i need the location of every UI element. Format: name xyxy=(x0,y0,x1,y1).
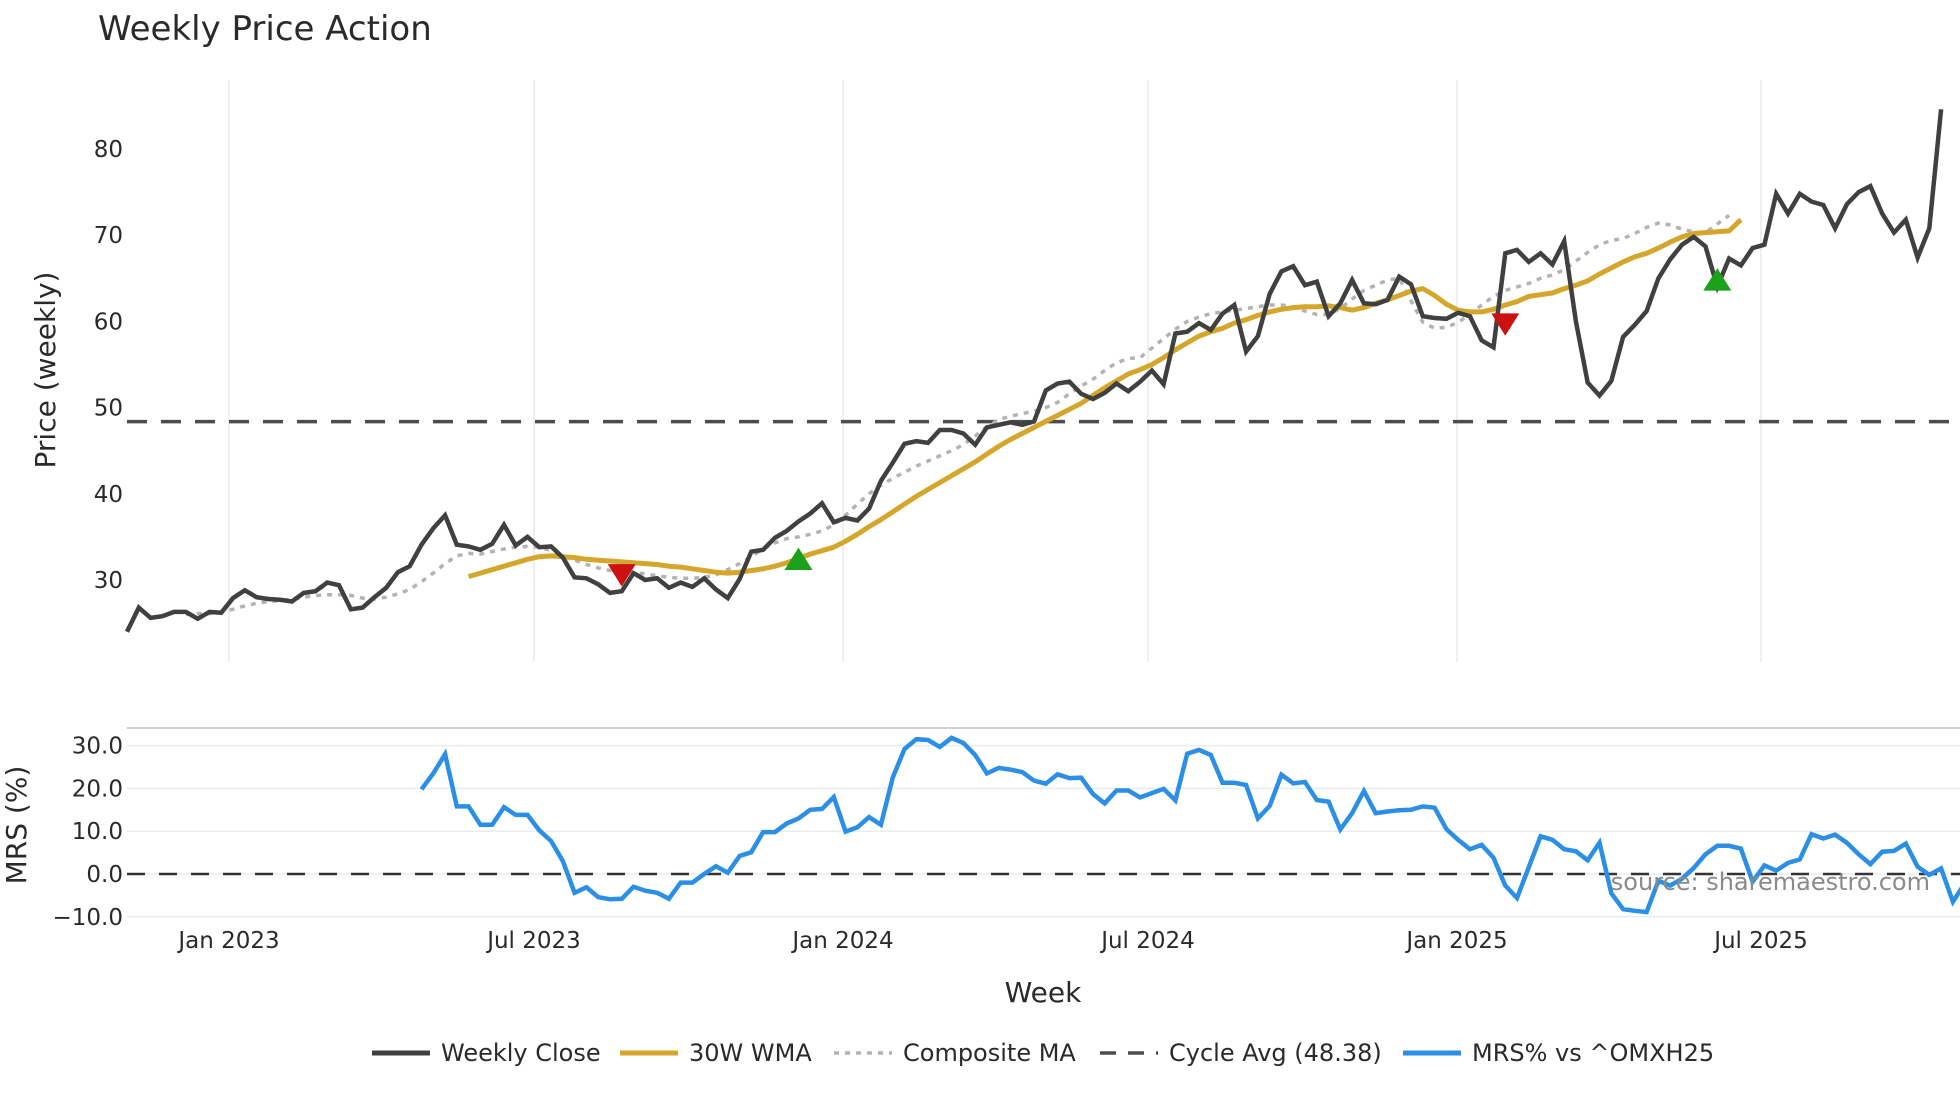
buy-signal-triangle-up-icon xyxy=(784,547,813,570)
y-tick-label: 10.0 xyxy=(72,819,123,845)
legend-label: Weekly Close xyxy=(441,1039,601,1067)
legend-label: 30W WMA xyxy=(689,1039,812,1067)
legend-label: Cycle Avg (48.38) xyxy=(1169,1039,1382,1067)
price-y-axis-title: Price (weekly) xyxy=(29,272,62,469)
x-axis-ticks: Jan 2023 Jul 2023 Jan 2024 Jul 2024 Jan 2025… xyxy=(176,928,1807,954)
legend-label: Composite MA xyxy=(903,1039,1076,1067)
y-tick-label: 70 xyxy=(94,223,123,249)
x-tick-label: Jul 2025 xyxy=(1712,928,1808,954)
x-tick-label: Jul 2024 xyxy=(1099,928,1195,954)
chart-title: Weekly Price Action xyxy=(98,9,432,49)
legend-label: MRS% vs ^OMXH25 xyxy=(1472,1039,1714,1067)
price-panel: 30 40 50 60 70 80 Price (weekly) xyxy=(29,80,1960,662)
y-tick-label: 30.0 xyxy=(72,734,123,760)
mrs-y-axis-title: MRS (%) xyxy=(0,766,33,885)
source-watermark: source: sharemaestro.com xyxy=(1611,868,1930,896)
y-tick-label: 80 xyxy=(94,137,123,163)
x-tick-label: Jan 2025 xyxy=(1404,928,1507,954)
y-tick-label: 50 xyxy=(94,396,123,422)
mrs-y-ticks: −10.0 0.0 10.0 20.0 30.0 xyxy=(53,734,123,931)
wma-30w-line xyxy=(467,217,1743,579)
sell-signal-triangle-down-icon xyxy=(1491,313,1520,336)
price-y-ticks: 30 40 50 60 70 80 xyxy=(94,137,123,594)
y-tick-label: 30 xyxy=(94,568,123,594)
price-vertical-gridlines xyxy=(228,80,1762,662)
y-tick-label: 0.0 xyxy=(86,862,123,888)
y-tick-label: 40 xyxy=(94,482,123,508)
y-tick-label: −10.0 xyxy=(53,905,123,931)
legend: Weekly Close 30W WMA Composite MA Cycle Avg… xyxy=(372,1039,1714,1067)
sell-signal-triangle-down-icon xyxy=(607,564,636,587)
buy-signal-triangle-up-icon xyxy=(1703,268,1732,291)
y-tick-label: 60 xyxy=(94,309,123,335)
mrs-line xyxy=(419,735,1960,915)
mrs-panel: −10.0 0.0 10.0 20.0 30.0 MRS (%) source: sha… xyxy=(0,727,1960,954)
signal-markers xyxy=(607,268,1732,587)
x-axis-title: Week xyxy=(1005,976,1082,1009)
x-tick-label: Jan 2023 xyxy=(176,928,279,954)
x-tick-label: Jan 2024 xyxy=(790,928,893,954)
weekly-close-line xyxy=(124,109,1944,633)
y-tick-label: 20.0 xyxy=(72,776,123,802)
x-tick-label: Jul 2023 xyxy=(485,928,581,954)
